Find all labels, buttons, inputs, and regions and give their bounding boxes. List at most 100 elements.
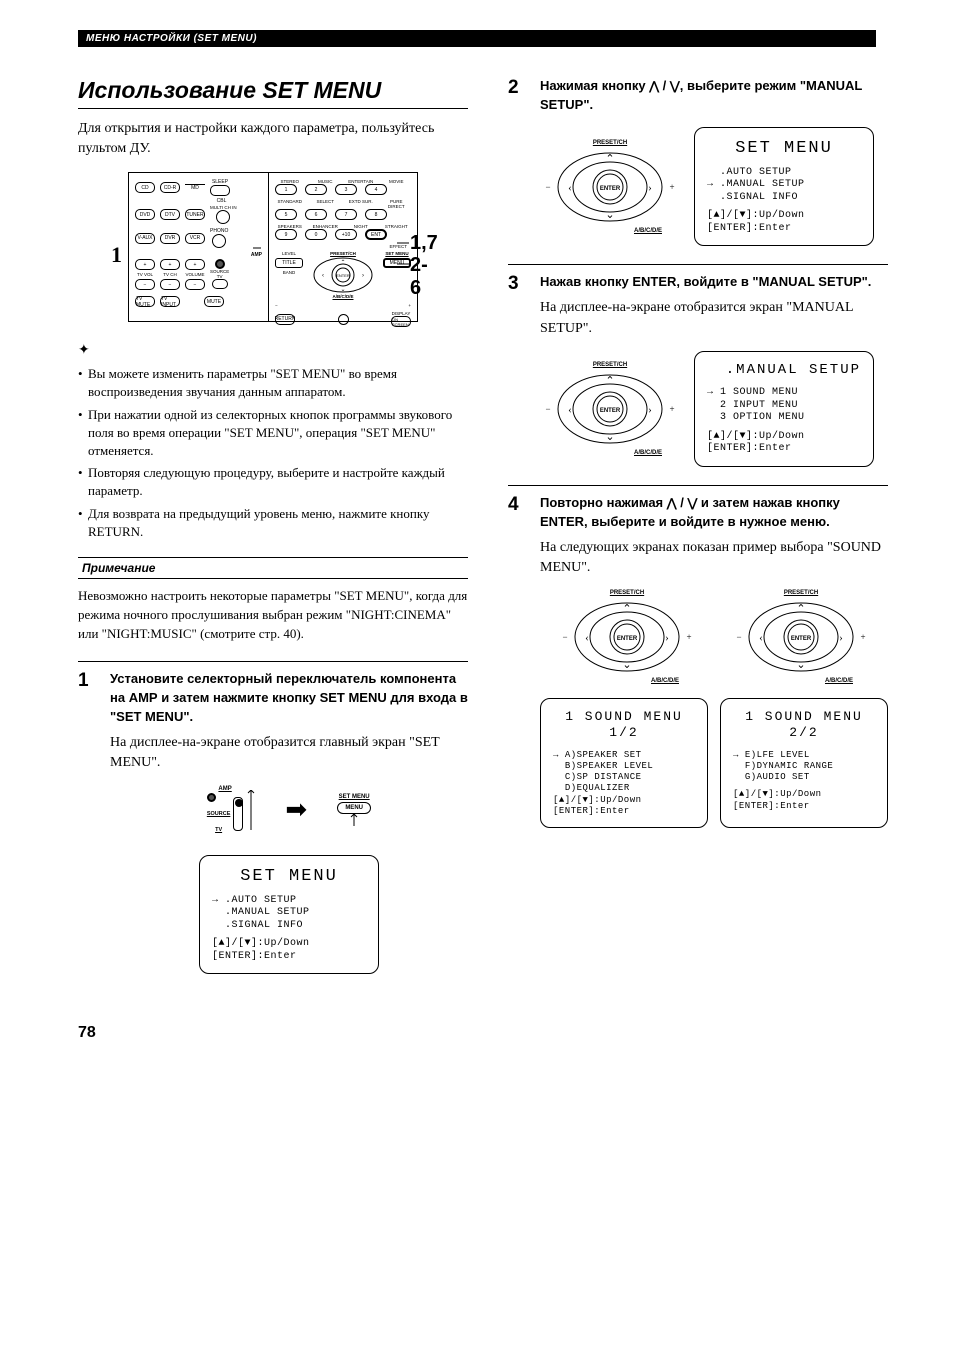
remote-label: EFFECT [275, 244, 411, 249]
svg-text:+: + [686, 632, 691, 642]
remote-btn: DVR [160, 233, 180, 244]
page-number: 78 [78, 1024, 876, 1042]
remote-amp-label: AMP [135, 252, 262, 258]
remote-btn: + [185, 259, 205, 270]
svg-text:‹: ‹ [585, 632, 589, 644]
tip-icon: ✦ [78, 342, 468, 359]
svg-text:›: › [648, 404, 652, 416]
svg-text:›: › [362, 273, 364, 279]
tip-item: При нажатии одной из селекторных кнопок … [78, 406, 468, 461]
svg-text:−: − [545, 404, 550, 414]
svg-text:‹: ‹ [759, 632, 763, 644]
svg-text:+: + [669, 404, 674, 414]
arrow-line-icon [247, 790, 255, 830]
step-1: 1 Установите селекторный переключатель к… [78, 661, 468, 974]
remote-btn: − [135, 279, 155, 290]
lcd-set-menu-1: SET MENU → .AUTO SETUP .MANUAL SETUP .SI… [199, 855, 379, 975]
remote-btn: TV MUTE [135, 296, 155, 307]
nav-pad-step4b: PRESET/CH ENTER ⌃ ⌄ ‹ › [731, 590, 871, 684]
lcd-sound-2: 1 SOUND MENU 2/2 → E)LFE LEVEL F)DYNAMIC… [720, 698, 888, 828]
step-3-title: Нажав кнопку ENTER, войдите в "MANUAL SE… [540, 273, 888, 292]
remote-label: BAND [275, 270, 303, 275]
svg-text:ENTER: ENTER [791, 636, 812, 642]
nav-pad-step3: PRESET/CH ENTER ⌃ ⌄ ‹ › [540, 362, 680, 456]
step-number: 4 [508, 494, 526, 828]
remote-label: A/B/C/D/E [332, 294, 353, 299]
remote-btn: + [160, 259, 180, 270]
callout-line [397, 240, 411, 270]
remote-btn: 5 [275, 209, 297, 220]
step-3: 3 Нажав кнопку ENTER, войдите в "MANUAL … [508, 264, 888, 466]
remote-btn: VCR [185, 233, 205, 244]
svg-text:⌃: ⌃ [605, 153, 614, 165]
remote-label: MOVIE [382, 179, 412, 184]
remote-label: MD [185, 184, 205, 191]
svg-text:−: − [736, 632, 741, 642]
remote-label: EXTD SUR. [346, 199, 376, 209]
remote-btn [210, 185, 230, 196]
remote-amp-selector [215, 259, 225, 269]
step-3-text: На дисплее-на-экране отобразится экран "… [540, 298, 888, 339]
remote-btn: TUNER [185, 209, 205, 220]
arrow-line-icon [350, 814, 358, 826]
svg-text:⌃: ⌃ [622, 603, 631, 615]
svg-text:−: − [562, 632, 567, 642]
remote-btn [212, 279, 228, 289]
remote-btn: DTV [160, 209, 180, 220]
header-strip: МЕНЮ НАСТРОЙКИ (SET MENU) [78, 30, 876, 47]
step-4: 4 Повторно нажимая ⋀ / ⋁ и затем нажав к… [508, 485, 888, 828]
remote-btn: − [160, 279, 180, 290]
step-2: 2 Нажимая кнопку ⋀ / ⋁, выберите режим "… [508, 77, 888, 246]
remote-btn: +10 [335, 229, 357, 240]
remote-btn: ON SCREEN [391, 316, 411, 327]
remote-label: PURE DIRECT [382, 199, 412, 209]
svg-text:⌃: ⌃ [340, 259, 345, 266]
step-4-text: На следующих экранах показан пример выбо… [540, 538, 888, 579]
svg-text:⌄: ⌄ [796, 659, 805, 671]
remote-btn [216, 210, 230, 224]
svg-text:⌄: ⌄ [605, 209, 614, 221]
remote-label: VOLUME [185, 272, 204, 277]
annotation-26: 2-6 [410, 254, 433, 300]
lcd-set-menu-2: SET MENU .AUTO SETUP → .MANUAL SETUP .SI… [694, 127, 874, 247]
down-icon: ⋁ [670, 79, 680, 93]
remote-btn: TITLE [275, 258, 303, 268]
svg-text:‹: ‹ [322, 273, 324, 279]
selector-switch-diagram: AMP SOURCE TV [207, 786, 244, 835]
remote-btn [212, 234, 226, 248]
remote-btn: 3 [335, 184, 357, 195]
svg-text:⌄: ⌄ [340, 287, 345, 293]
svg-text:›: › [839, 632, 843, 644]
annotation-17: 1,7 [410, 232, 438, 255]
remote-btn: V-AUX [135, 233, 155, 244]
annotation-1: 1 [111, 242, 122, 268]
step-number: 3 [508, 273, 526, 466]
callout-line [253, 244, 265, 252]
svg-text:+: + [860, 632, 865, 642]
nav-pad-step4a: PRESET/CH ENTER ⌃ ⌄ ‹ › [557, 590, 697, 684]
svg-text:›: › [648, 182, 652, 194]
remote-btn: ENT [365, 229, 387, 240]
step-4-title: Повторно нажимая ⋀ / ⋁ и затем нажав кно… [540, 494, 888, 532]
remote-label: STANDARD [275, 199, 305, 209]
svg-text:+: + [669, 182, 674, 192]
arrow-right-icon: ➡ [285, 795, 307, 825]
step-1-title: Установите селекторный переключатель ком… [110, 670, 468, 727]
nav-pad-step2: PRESET/CH ENTER ⌃ ⌄ ‹ › [540, 140, 680, 234]
lcd-sound-1: 1 SOUND MENU 1/2 → A)SPEAKER SET B)SPEAK… [540, 698, 708, 828]
remote-btn: CD-R [160, 182, 180, 193]
intro-text: Для открытия и настройки каждого парамет… [78, 119, 468, 158]
svg-text:ENTER: ENTER [600, 186, 621, 192]
remote-btn: TV INPUT [160, 296, 180, 307]
svg-text:‹: ‹ [568, 182, 572, 194]
nav-pad-icon: ENTER ⌃ ⌄ ‹ › [312, 256, 374, 294]
remote-btn: 2 [305, 184, 327, 195]
remote-btn: + [135, 259, 155, 270]
left-column: Использование SET MENU Для открытия и на… [78, 77, 468, 974]
remote-label: TV VOL [137, 272, 153, 277]
down-icon: ⋁ [687, 496, 697, 510]
remote-diagram: CD CD-R MD SLEEP CBL DVD DTV [128, 172, 418, 322]
amp-dot-icon [207, 793, 216, 802]
remote-btn: 4 [365, 184, 387, 195]
tip-item: Для возврата на предыдущий уровень меню,… [78, 505, 468, 541]
